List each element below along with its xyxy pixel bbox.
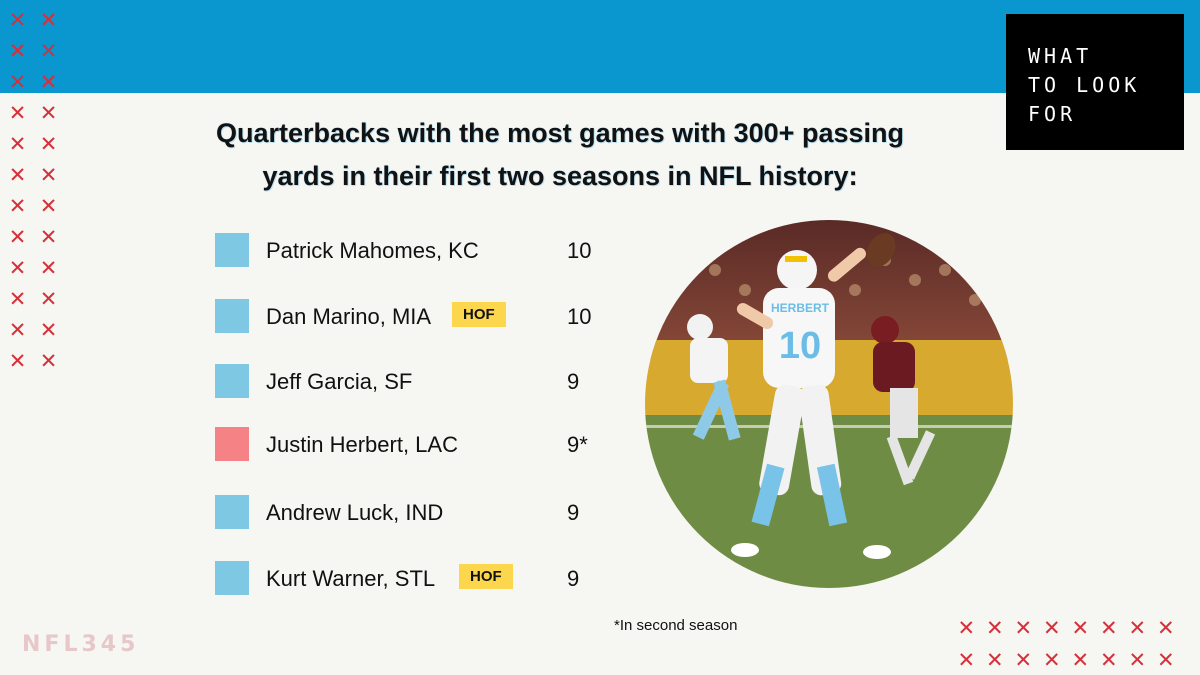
x-mark-icon: ✕ [957, 648, 976, 672]
player-name: Justin Herbert, LAC [266, 432, 458, 457]
x-mark-icon: ✕ [1156, 648, 1175, 672]
games-count: 9 [567, 500, 580, 525]
x-mark-icon: ✕ [39, 163, 58, 187]
defender-figure [871, 316, 936, 486]
x-mark-icon: ✕ [1099, 648, 1118, 672]
ranking-row: Andrew Luck, IND 9 [215, 495, 615, 529]
games-count: 10 [567, 304, 592, 329]
x-mark-icon: ✕ [985, 648, 1004, 672]
x-mark-icon: ✕ [1014, 648, 1033, 672]
x-mark-icon: ✕ [39, 194, 58, 218]
x-mark-icon: ✕ [957, 616, 976, 640]
x-mark-icon: ✕ [8, 318, 27, 342]
x-mark-icon: ✕ [39, 225, 58, 249]
x-mark-icon: ✕ [8, 132, 27, 156]
x-mark-icon: ✕ [1156, 616, 1175, 640]
games-count: 9* [567, 432, 588, 457]
x-mark-icon: ✕ [39, 132, 58, 156]
x-mark-icon: ✕ [39, 287, 58, 311]
x-mark-icon: ✕ [39, 318, 58, 342]
x-mark-icon: ✕ [8, 349, 27, 373]
brand-logo: WHAT TO LOOK FOR [1006, 14, 1184, 150]
x-mark-icon: ✕ [8, 70, 27, 94]
x-mark-icon: ✕ [8, 8, 27, 32]
color-swatch [215, 299, 249, 333]
ranking-row-highlight: Justin Herbert, LAC 9* [215, 427, 615, 461]
x-mark-icon: ✕ [8, 256, 27, 280]
color-swatch [215, 561, 249, 595]
player-name: Andrew Luck, IND [266, 500, 444, 525]
x-mark-icon: ✕ [1071, 648, 1090, 672]
brand-line: WHAT [1028, 44, 1093, 68]
color-swatch [215, 233, 249, 267]
games-count: 9 [567, 369, 580, 394]
x-mark-icon: ✕ [1014, 616, 1033, 640]
player-name: Jeff Garcia, SF [266, 369, 413, 394]
x-mark-icon: ✕ [1128, 616, 1147, 640]
games-count: 10 [567, 238, 592, 263]
headline-line: Quarterbacks with the most games with 30… [216, 118, 904, 148]
hof-badge: HOF [459, 564, 513, 589]
jersey-number: 10 [779, 325, 821, 367]
x-mark-icon: ✕ [8, 39, 27, 63]
x-mark-icon: ✕ [39, 70, 58, 94]
x-mark-icon: ✕ [1042, 616, 1061, 640]
teammate-figure [687, 314, 741, 441]
x-pattern-left: ✕ ✕ ✕ ✕ ✕ ✕ ✕ ✕ ✕ ✕ ✕ ✕ ✕ ✕ ✕ ✕ ✕ ✕ ✕ ✕ ✕ ✕ ✕ ✕ [2, 5, 64, 377]
x-mark-icon: ✕ [1071, 616, 1090, 640]
footnote: *In second season [614, 617, 738, 634]
color-swatch [215, 364, 249, 398]
x-mark-icon: ✕ [1042, 648, 1061, 672]
x-mark-icon: ✕ [8, 225, 27, 249]
x-mark-icon: ✕ [39, 101, 58, 125]
x-mark-icon: ✕ [39, 8, 58, 32]
ranking-row: Jeff Garcia, SF 9 [215, 364, 615, 398]
brand-line: TO LOOK [1028, 73, 1141, 97]
jersey-name: HERBERT [771, 301, 830, 315]
x-mark-icon: ✕ [39, 349, 58, 373]
quarterback-figure: HERBERT 10 [731, 233, 896, 559]
x-mark-icon: ✕ [1128, 648, 1147, 672]
x-mark-icon: ✕ [8, 194, 27, 218]
x-pattern-bottom-right: ✕ ✕ ✕ ✕ ✕ ✕ ✕ ✕ ✕ ✕ ✕ ✕ ✕ ✕ ✕ ✕ [952, 612, 1180, 675]
headline: Quarterbacks with the most games with 30… [150, 112, 970, 198]
color-swatch [215, 427, 249, 461]
player-name: Kurt Warner, STL [266, 566, 436, 591]
ranking-row: Patrick Mahomes, KC 10 [215, 233, 615, 267]
x-mark-icon: ✕ [39, 39, 58, 63]
ranking-row: Kurt Warner, STL HOF 9 [215, 561, 615, 595]
x-mark-icon: ✕ [1099, 616, 1118, 640]
photo-illustration: HERBERT 10 [645, 220, 1013, 588]
x-mark-icon: ✕ [8, 101, 27, 125]
brand-line: FOR [1028, 102, 1077, 126]
games-count: 9 [567, 566, 580, 591]
watermark: NFL345 [22, 632, 140, 657]
player-photo: HERBERT 10 [645, 220, 1013, 588]
top-band [0, 0, 1200, 93]
hof-badge: HOF [452, 302, 506, 327]
x-mark-icon: ✕ [985, 616, 1004, 640]
color-swatch [215, 495, 249, 529]
player-name: Dan Marino, MIA [266, 304, 432, 329]
x-mark-icon: ✕ [39, 256, 58, 280]
x-mark-icon: ✕ [8, 287, 27, 311]
headline-line: yards in their first two seasons in NFL … [262, 161, 858, 191]
x-mark-icon: ✕ [8, 163, 27, 187]
player-name: Patrick Mahomes, KC [266, 238, 479, 263]
ranking-row: Dan Marino, MIA HOF 10 [215, 299, 615, 333]
